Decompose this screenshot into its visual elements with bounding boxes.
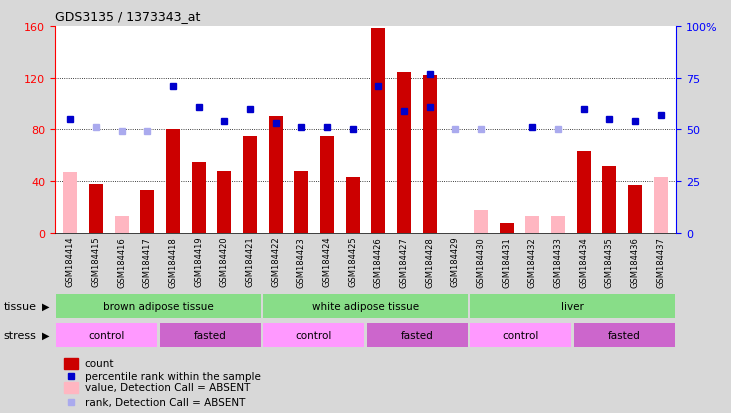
Text: GSM184422: GSM184422 [271, 236, 280, 287]
Bar [500, 223, 514, 233]
Bar [166, 130, 180, 233]
Text: GSM184421: GSM184421 [246, 236, 254, 287]
Bar [64, 382, 78, 393]
Text: GSM184432: GSM184432 [528, 236, 537, 287]
Bar [56, 294, 261, 318]
Text: GSM184426: GSM184426 [374, 236, 383, 287]
Bar [268, 117, 283, 233]
Bar [56, 323, 157, 347]
Text: GSM184425: GSM184425 [348, 236, 357, 287]
Bar [423, 76, 436, 233]
Text: percentile rank within the sample: percentile rank within the sample [85, 371, 260, 381]
Text: GSM184436: GSM184436 [631, 236, 640, 287]
Bar [470, 294, 675, 318]
Bar [115, 216, 129, 233]
Text: control: control [503, 330, 539, 340]
Bar [295, 171, 308, 233]
Text: count: count [85, 358, 114, 368]
Text: GSM184420: GSM184420 [220, 236, 229, 287]
Text: control: control [88, 330, 125, 340]
Text: GSM184419: GSM184419 [194, 236, 203, 287]
Text: ▶: ▶ [42, 301, 49, 311]
Text: brown adipose tissue: brown adipose tissue [103, 301, 213, 311]
Text: GDS3135 / 1373343_at: GDS3135 / 1373343_at [55, 10, 200, 23]
Bar [63, 173, 77, 233]
Text: fasted: fasted [608, 330, 641, 340]
Text: GSM184430: GSM184430 [477, 236, 485, 287]
Bar [628, 185, 642, 233]
Text: fasted: fasted [401, 330, 433, 340]
Bar [263, 323, 364, 347]
Bar [371, 29, 385, 233]
Bar [526, 216, 539, 233]
Text: GSM184437: GSM184437 [656, 236, 665, 287]
Text: fasted: fasted [194, 330, 227, 340]
Text: white adipose tissue: white adipose tissue [312, 301, 419, 311]
Bar [474, 210, 488, 233]
Bar [654, 178, 668, 233]
Bar [217, 171, 231, 233]
Text: GSM184423: GSM184423 [297, 236, 306, 287]
Text: control: control [295, 330, 332, 340]
Bar [159, 323, 261, 347]
Text: GSM184415: GSM184415 [91, 236, 100, 287]
Text: GSM184429: GSM184429 [451, 236, 460, 287]
Bar [89, 184, 103, 233]
Text: rank, Detection Call = ABSENT: rank, Detection Call = ABSENT [85, 397, 245, 407]
Bar [367, 323, 468, 347]
Bar [243, 137, 257, 233]
Text: GSM184434: GSM184434 [579, 236, 588, 287]
Bar [551, 216, 565, 233]
Bar [140, 191, 154, 233]
Text: GSM184435: GSM184435 [605, 236, 614, 287]
Text: GSM184414: GSM184414 [66, 236, 75, 287]
Text: GSM184431: GSM184431 [502, 236, 511, 287]
Bar [397, 73, 411, 233]
Bar [192, 162, 205, 233]
Bar [574, 323, 675, 347]
Text: GSM184433: GSM184433 [553, 236, 563, 287]
Text: GSM184416: GSM184416 [117, 236, 126, 287]
Bar [470, 323, 572, 347]
Text: GSM184424: GSM184424 [322, 236, 331, 287]
Bar [64, 358, 78, 369]
Text: GSM184428: GSM184428 [425, 236, 434, 287]
Text: GSM184417: GSM184417 [143, 236, 152, 287]
Bar [346, 178, 360, 233]
Text: GSM184418: GSM184418 [168, 236, 178, 287]
Text: ▶: ▶ [42, 330, 49, 340]
Bar [577, 152, 591, 233]
Text: stress: stress [4, 330, 37, 340]
Text: tissue: tissue [4, 301, 37, 311]
Bar [602, 166, 616, 233]
Text: liver: liver [561, 301, 584, 311]
Text: GSM184427: GSM184427 [400, 236, 409, 287]
Bar [320, 137, 334, 233]
Bar [263, 294, 468, 318]
Text: value, Detection Call = ABSENT: value, Detection Call = ABSENT [85, 382, 250, 392]
